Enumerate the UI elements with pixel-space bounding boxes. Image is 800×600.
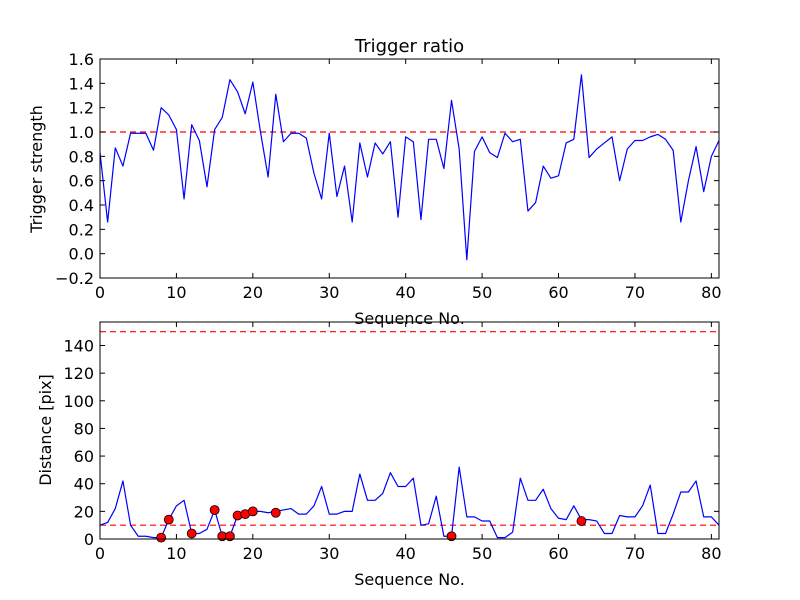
x-axis-label: Sequence No. bbox=[354, 570, 465, 589]
y-tick-label: 60 bbox=[74, 447, 94, 466]
y-tick-label: 0.4 bbox=[69, 196, 94, 215]
x-tick-label: 20 bbox=[243, 283, 263, 302]
y-tick-label: 0 bbox=[84, 530, 94, 549]
y-tick-label: 0.8 bbox=[69, 147, 94, 166]
x-tick-label: 0 bbox=[95, 544, 105, 563]
chart-title: Trigger ratio bbox=[354, 36, 464, 57]
y-tick-label: 80 bbox=[74, 419, 94, 438]
x-axis-label: Sequence No. bbox=[354, 309, 465, 328]
trigger-ratio-chart: Trigger ratio Sequence No. Trigger stren… bbox=[27, 36, 722, 328]
plot-area: 0 10 20 30 40 50 60 70 80 −0.2 0.0 0.2 0.4 0.6 0.8 1.0 1… bbox=[55, 50, 721, 302]
y-axis-label: Trigger strength bbox=[27, 105, 46, 234]
y-tick-label: 1.2 bbox=[69, 99, 94, 118]
x-tick-label: 30 bbox=[319, 283, 339, 302]
data-point-marker bbox=[163, 514, 174, 525]
y-tick-label: 0.6 bbox=[69, 172, 94, 191]
data-point-marker bbox=[576, 516, 587, 526]
y-tick-label: 100 bbox=[63, 392, 94, 411]
x-tick-label: 30 bbox=[319, 544, 339, 563]
x-tick-label: 70 bbox=[625, 283, 645, 302]
y-tick-label: 1.6 bbox=[69, 50, 94, 69]
data-point-marker bbox=[186, 528, 197, 539]
y-tick-label: 140 bbox=[63, 336, 94, 355]
y-tick-label: −0.2 bbox=[55, 269, 94, 288]
x-tick-label: 50 bbox=[472, 283, 492, 302]
x-tick-label: 20 bbox=[243, 544, 263, 563]
data-point-marker bbox=[225, 531, 235, 542]
axes-frame bbox=[99, 58, 720, 279]
y-axis-label: Distance [pix] bbox=[36, 374, 55, 486]
y-tick-label: 0.2 bbox=[69, 220, 94, 239]
axes-frame bbox=[99, 321, 720, 540]
x-tick-label: 0 bbox=[95, 283, 105, 302]
y-tick-label: 120 bbox=[63, 364, 94, 383]
data-point-marker bbox=[156, 532, 167, 543]
x-tick-label: 50 bbox=[472, 544, 492, 563]
data-point-marker bbox=[247, 506, 258, 517]
x-tick-label: 80 bbox=[701, 283, 721, 302]
x-tick-label: 10 bbox=[166, 544, 186, 563]
y-tick-label: 1.0 bbox=[69, 123, 94, 142]
x-tick-label: 70 bbox=[625, 544, 645, 563]
y-tick-label: 1.4 bbox=[69, 74, 94, 93]
series-line bbox=[100, 74, 719, 261]
x-tick-label: 40 bbox=[395, 283, 415, 302]
y-tick-label: 20 bbox=[74, 502, 94, 521]
x-tick-label: 60 bbox=[548, 544, 568, 563]
plot-area: 0 10 20 30 40 50 60 70 80 0 20 40 60 80 100 120 140 bbox=[63, 321, 722, 563]
x-tick-label: 10 bbox=[166, 283, 186, 302]
data-point-marker bbox=[270, 507, 281, 518]
distance-chart: Sequence No. Distance [pix] 0 10 20 30 40 50 6… bbox=[36, 321, 722, 589]
series-line bbox=[100, 466, 719, 539]
data-point-marker bbox=[446, 531, 457, 542]
data-point-marker bbox=[209, 505, 220, 515]
y-tick-label: 0.0 bbox=[69, 245, 94, 264]
x-tick-label: 80 bbox=[701, 544, 721, 563]
y-tick-label: 40 bbox=[74, 475, 94, 494]
x-tick-label: 60 bbox=[548, 283, 568, 302]
x-tick-label: 40 bbox=[395, 544, 415, 563]
